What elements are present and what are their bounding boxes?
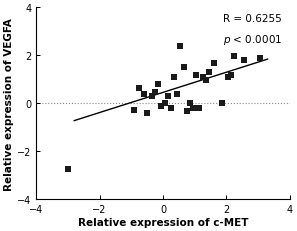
Point	[172, 76, 176, 80]
Point	[206, 71, 211, 75]
X-axis label: Relative expression of c-MET: Relative expression of c-MET	[78, 217, 248, 227]
Point	[178, 45, 183, 49]
Point	[184, 109, 189, 113]
Text: $\it{p}$ < 0.0001: $\it{p}$ < 0.0001	[223, 33, 282, 47]
Point	[211, 62, 216, 65]
Point	[175, 93, 180, 97]
Point	[187, 101, 192, 105]
Point	[132, 109, 137, 113]
Point	[226, 76, 230, 80]
Point	[156, 83, 161, 87]
Point	[257, 57, 262, 61]
Point	[145, 112, 149, 116]
Point	[194, 74, 199, 77]
Point	[153, 90, 157, 94]
Point	[142, 93, 146, 97]
Point	[232, 55, 237, 58]
Point	[66, 168, 70, 171]
Point	[203, 79, 208, 82]
Point	[219, 101, 224, 105]
Point	[241, 59, 246, 63]
Point	[149, 95, 154, 99]
Point	[162, 101, 167, 105]
Point	[165, 95, 170, 99]
Point	[191, 107, 195, 111]
Point	[229, 74, 233, 77]
Point	[197, 107, 202, 111]
Point	[159, 105, 164, 108]
Text: R = 0.6255: R = 0.6255	[223, 14, 282, 24]
Point	[200, 76, 205, 80]
Point	[168, 107, 173, 111]
Point	[181, 66, 186, 70]
Point	[137, 86, 142, 90]
Y-axis label: Relative expression of VEGFA: Relative expression of VEGFA	[4, 18, 14, 190]
